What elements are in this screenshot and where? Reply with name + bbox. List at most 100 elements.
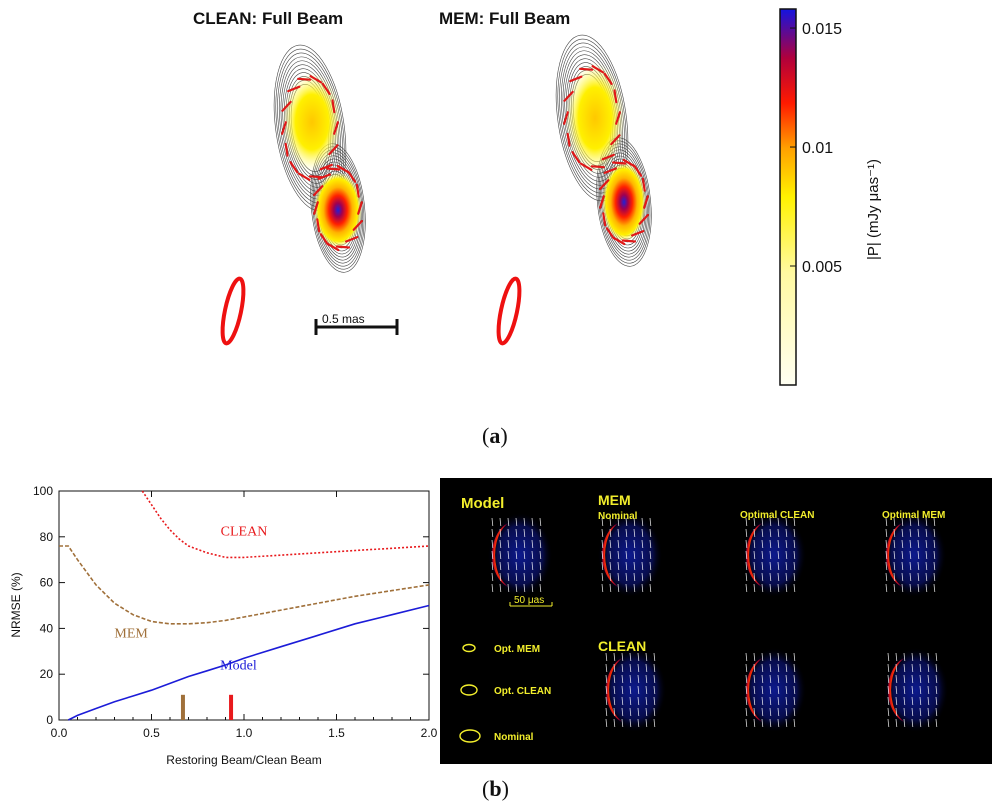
mem-polarization-map — [555, 34, 652, 267]
evpa-tick — [793, 517, 796, 527]
evpa-tick — [629, 663, 632, 673]
evpa-tick — [777, 707, 780, 717]
evpa-tick — [753, 517, 756, 527]
evpa-tick — [641, 583, 644, 593]
evpa-tick — [753, 539, 756, 549]
evpa-tick — [895, 685, 898, 695]
evpa-tick — [753, 674, 756, 684]
caption-a-open: ( — [482, 423, 489, 448]
x-tick-label: 0.0 — [51, 726, 68, 740]
series-line-clean — [141, 490, 430, 559]
y-tick-label: 100 — [33, 484, 53, 498]
evpa-tick — [745, 707, 748, 717]
mem-upper-component — [565, 62, 625, 174]
nominal-label: Nominal — [598, 511, 638, 522]
image-halo — [598, 513, 662, 597]
evpa-tick — [901, 528, 904, 538]
evpa-tick — [893, 561, 896, 571]
evpa-tick — [925, 539, 928, 549]
evpa-tick — [499, 528, 502, 538]
evpa-tick — [753, 696, 756, 706]
evpa-tick — [753, 663, 756, 673]
evpa-tick — [927, 663, 930, 673]
evpa-tick — [321, 82, 331, 96]
evpa-tick — [745, 685, 748, 695]
evpa-tick — [345, 236, 359, 243]
evpa-tick — [753, 572, 756, 582]
mem-beam-ellipse — [496, 276, 522, 346]
evpa-tick — [887, 696, 890, 706]
evpa-tick — [785, 583, 788, 593]
evpa-tick — [605, 718, 608, 728]
clean-full-beam-title: CLEAN: Full Beam — [193, 9, 343, 28]
evpa-tick — [901, 550, 904, 560]
evpa-tick — [917, 583, 920, 593]
evpa-tick — [885, 517, 888, 527]
evpa-tick — [745, 583, 748, 593]
evpa-tick — [761, 652, 764, 662]
evpa-tick — [769, 674, 772, 684]
evpa-tick — [499, 561, 502, 571]
evpa-tick — [885, 550, 888, 560]
evpa-tick — [895, 718, 898, 728]
evpa-tick — [611, 161, 627, 165]
evpa-tick — [297, 172, 311, 181]
evpa-tick — [769, 561, 772, 571]
nominal-beam-icon — [459, 729, 481, 743]
evpa-tick — [637, 652, 640, 662]
colorbar-tick-label: 0.01 — [802, 140, 833, 157]
evpa-tick — [785, 528, 788, 538]
evpa-tick — [491, 528, 494, 538]
evpa-tick — [613, 696, 616, 706]
evpa-tick — [601, 561, 604, 571]
evpa-tick — [909, 561, 912, 571]
evpa-tick — [605, 696, 608, 706]
evpa-tick — [911, 696, 914, 706]
evpa-tick — [515, 539, 518, 549]
evpa-tick — [895, 674, 898, 684]
evpa-tick — [645, 707, 648, 717]
figure-a: CLEAN: Full Beam MEM: Full Beam 0.5 mas — [193, 8, 882, 448]
evpa-tick — [911, 674, 914, 684]
evpa-tick — [515, 528, 518, 538]
evpa-tick — [499, 572, 502, 582]
evpa-tick — [919, 652, 922, 662]
evpa-tick — [609, 583, 612, 593]
evpa-tick — [539, 583, 542, 593]
evpa-tick — [753, 561, 756, 571]
evpa-tick — [911, 718, 914, 728]
evpa-tick — [653, 663, 656, 673]
image-halo — [882, 513, 946, 597]
evpa-tick — [933, 572, 936, 582]
evpa-tick — [317, 173, 331, 180]
colorbar-label: |P| (mJy μas⁻¹) — [865, 159, 882, 260]
evpa-tick — [625, 528, 628, 538]
evpa-tick — [745, 663, 748, 673]
evpa-tick — [649, 572, 652, 582]
evpa-tick — [785, 696, 788, 706]
evpa-tick — [613, 663, 616, 673]
evpa-tick — [761, 517, 764, 527]
evpa-tick — [785, 561, 788, 571]
optimal-mem-label: Optimal MEM — [882, 510, 945, 521]
evpa-tick — [633, 561, 636, 571]
evpa-tick — [289, 161, 299, 174]
evpa-tick — [637, 696, 640, 706]
evpa-tick — [903, 652, 906, 662]
evpa-tick — [761, 572, 764, 582]
evpa-tick — [777, 696, 780, 706]
image-halo — [742, 513, 806, 597]
evpa-tick — [609, 539, 612, 549]
scale-50uas-label: 50 μas — [514, 595, 544, 606]
evpa-tick — [579, 67, 594, 71]
evpa-tick — [613, 685, 616, 695]
scale-50uas: 50 μas — [509, 595, 553, 607]
evpa-tick — [355, 183, 360, 198]
evpa-tick — [591, 65, 605, 74]
evpa-tick — [793, 685, 796, 695]
evpa-tick — [769, 685, 772, 695]
evpa-tick — [629, 696, 632, 706]
evpa-tick — [919, 718, 922, 728]
evpa-tick — [629, 652, 632, 662]
evpa-tick — [629, 707, 632, 717]
